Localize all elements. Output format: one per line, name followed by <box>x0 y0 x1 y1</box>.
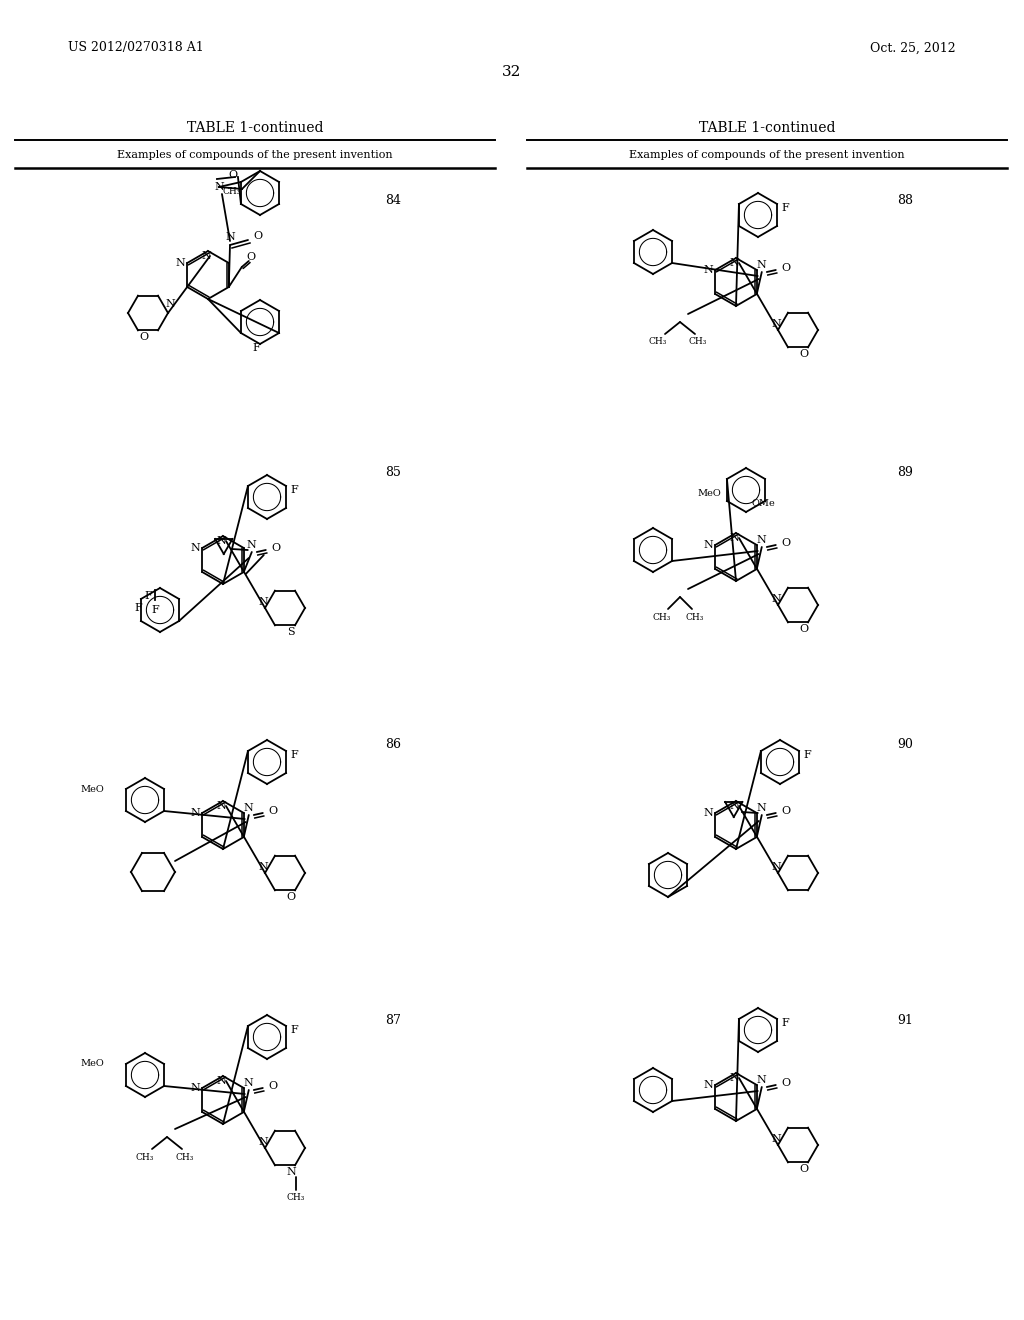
Text: O: O <box>800 348 809 359</box>
Text: F: F <box>781 203 788 213</box>
Text: N: N <box>757 260 767 271</box>
Text: N: N <box>729 801 739 810</box>
Text: N: N <box>729 257 739 268</box>
Text: N: N <box>225 232 234 242</box>
Text: N: N <box>757 803 767 813</box>
Text: N: N <box>703 265 713 275</box>
Text: N: N <box>216 1076 226 1086</box>
Text: N: N <box>258 1137 268 1147</box>
Text: N: N <box>771 319 781 329</box>
Text: O: O <box>139 333 148 342</box>
Text: 87: 87 <box>385 1014 401 1027</box>
Text: CH₃: CH₃ <box>223 187 242 197</box>
Text: MeO: MeO <box>80 1060 104 1068</box>
Text: F: F <box>290 1026 298 1035</box>
Text: N: N <box>703 1080 713 1090</box>
Text: N: N <box>216 536 226 546</box>
Text: O: O <box>268 1081 278 1092</box>
Text: O: O <box>246 252 255 261</box>
Text: N: N <box>771 1134 781 1144</box>
Text: F: F <box>803 750 811 760</box>
Text: N: N <box>258 862 268 873</box>
Text: CH₃: CH₃ <box>136 1152 155 1162</box>
Text: MeO: MeO <box>697 488 721 498</box>
Text: 90: 90 <box>897 738 913 751</box>
Text: 32: 32 <box>503 65 521 79</box>
Text: N: N <box>703 540 713 550</box>
Text: O: O <box>228 170 238 180</box>
Text: N: N <box>190 1082 200 1093</box>
Text: OMe: OMe <box>752 499 776 508</box>
Text: N: N <box>247 540 257 550</box>
Text: 84: 84 <box>385 194 401 206</box>
Text: MeO: MeO <box>80 784 104 793</box>
Text: O: O <box>781 1078 791 1088</box>
Text: CH₃: CH₃ <box>176 1152 195 1162</box>
Text: F: F <box>134 603 142 612</box>
Text: O: O <box>800 624 809 634</box>
Text: S: S <box>287 627 295 638</box>
Text: N: N <box>771 594 781 605</box>
Text: N: N <box>190 543 200 553</box>
Text: Examples of compounds of the present invention: Examples of compounds of the present inv… <box>629 150 905 160</box>
Text: N: N <box>214 182 224 191</box>
Text: N: N <box>757 1074 767 1085</box>
Text: CH₃: CH₃ <box>287 1193 305 1203</box>
Text: N: N <box>729 533 739 543</box>
Text: F: F <box>781 1018 788 1028</box>
Text: O: O <box>253 231 262 242</box>
Text: CH₃: CH₃ <box>649 338 668 346</box>
Text: O: O <box>781 263 791 273</box>
Text: N: N <box>258 597 268 607</box>
Text: O: O <box>800 1164 809 1173</box>
Text: TABLE 1-continued: TABLE 1-continued <box>698 121 836 135</box>
Text: CH₃: CH₃ <box>686 612 705 622</box>
Text: N: N <box>216 801 226 810</box>
Text: N: N <box>286 1167 296 1177</box>
Text: US 2012/0270318 A1: US 2012/0270318 A1 <box>68 41 204 54</box>
Text: TABLE 1-continued: TABLE 1-continued <box>186 121 324 135</box>
Text: F: F <box>144 591 152 601</box>
Text: N: N <box>244 803 254 813</box>
Text: CH₃: CH₃ <box>689 338 708 346</box>
Text: N: N <box>771 862 781 873</box>
Text: 91: 91 <box>897 1014 913 1027</box>
Text: N: N <box>244 1078 254 1088</box>
Text: N: N <box>190 808 200 818</box>
Text: 88: 88 <box>897 194 913 206</box>
Text: O: O <box>781 807 791 816</box>
Text: N: N <box>703 808 713 818</box>
Text: CH₃: CH₃ <box>653 612 671 622</box>
Text: 85: 85 <box>385 466 401 479</box>
Text: F: F <box>252 343 260 352</box>
Text: N: N <box>175 257 185 268</box>
Text: O: O <box>271 543 281 553</box>
Text: N: N <box>729 1073 739 1082</box>
Text: N: N <box>201 251 211 261</box>
Text: O: O <box>781 539 791 548</box>
Text: F: F <box>290 750 298 760</box>
Text: 89: 89 <box>897 466 913 479</box>
Text: N: N <box>165 300 175 309</box>
Text: Examples of compounds of the present invention: Examples of compounds of the present inv… <box>117 150 393 160</box>
Text: O: O <box>287 892 296 902</box>
Text: F: F <box>290 484 298 495</box>
Text: O: O <box>268 807 278 816</box>
Text: N: N <box>757 535 767 545</box>
Text: 86: 86 <box>385 738 401 751</box>
Text: F: F <box>152 605 159 615</box>
Text: Oct. 25, 2012: Oct. 25, 2012 <box>870 41 956 54</box>
